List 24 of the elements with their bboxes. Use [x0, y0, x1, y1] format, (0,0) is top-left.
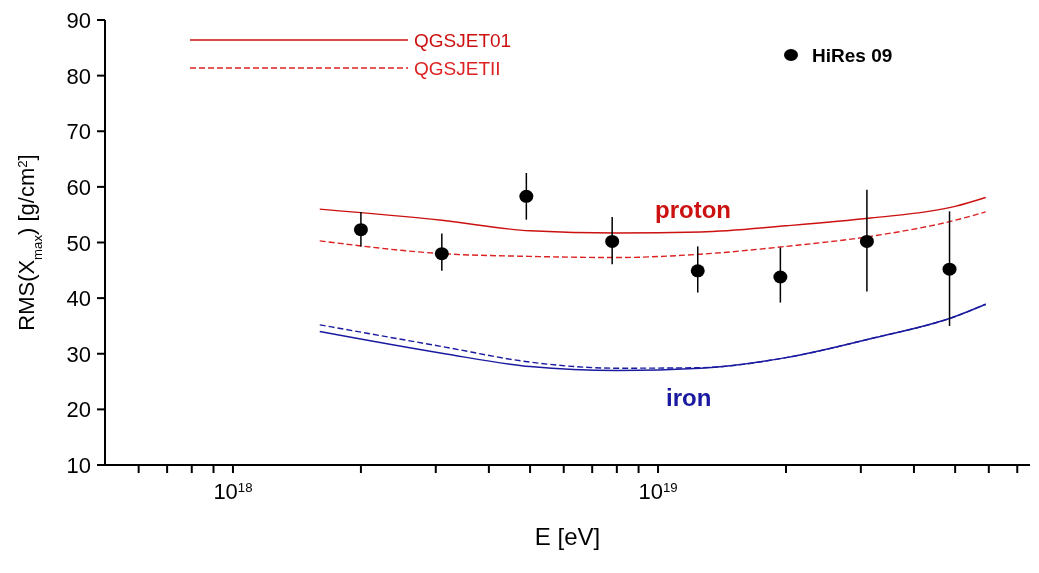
point: [353, 223, 368, 237]
y-tick-label: 20: [66, 397, 91, 423]
point: [942, 262, 957, 276]
annotation: iron: [666, 384, 712, 412]
point: [605, 234, 620, 248]
y-tick-label: 10: [66, 453, 91, 478]
point: [519, 189, 534, 203]
point: [690, 264, 705, 278]
y-tick-label: 80: [66, 63, 91, 89]
point: [773, 270, 788, 284]
x-tick-label: 10$^{18}$: [213, 479, 253, 504]
text: QGSJET01: [414, 30, 512, 51]
x-tick-label: 10$^{19}$: [638, 479, 678, 504]
y-tick-label: 30: [66, 341, 91, 367]
point: [859, 234, 874, 248]
y-tick-label: 60: [66, 174, 91, 200]
x-axis-title: E [eV]: [534, 523, 601, 550]
y-tick-label: 40: [66, 286, 91, 312]
text: QGSJETII: [414, 58, 501, 79]
y-tick-label: 90: [66, 8, 91, 33]
legend-label: HiRes 09: [812, 45, 893, 66]
y-tick-label: 70: [66, 119, 91, 145]
y-tick-label: 50: [66, 230, 91, 256]
annotation: proton: [655, 196, 731, 224]
